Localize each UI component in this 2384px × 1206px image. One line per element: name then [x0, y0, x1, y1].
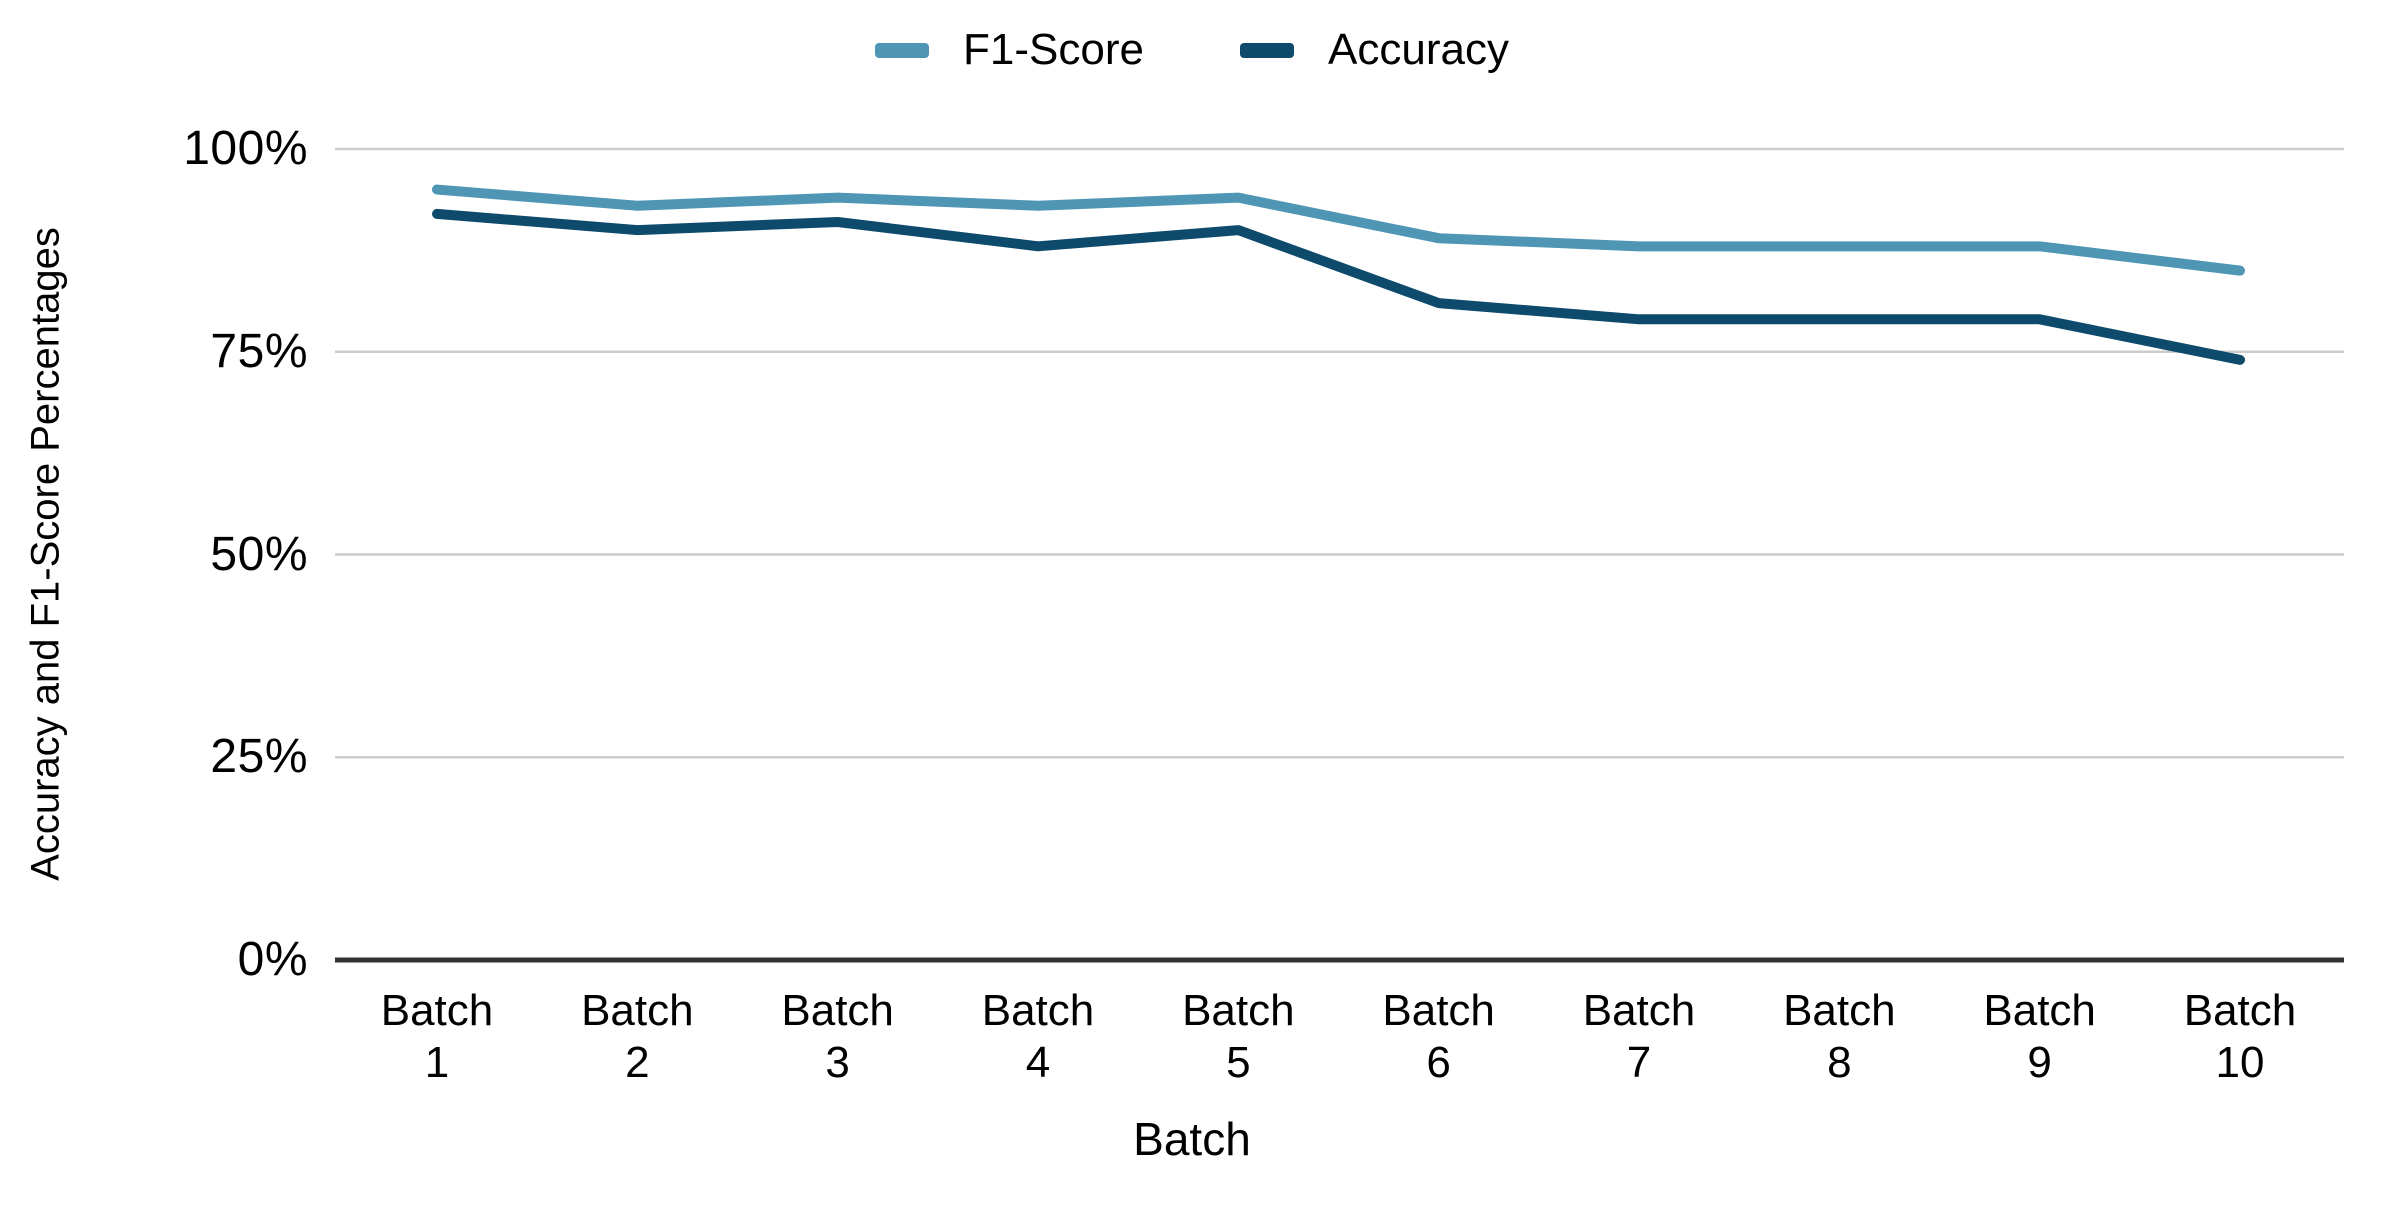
- x-tick-label-batch-7: Batch 7: [1582, 986, 1696, 1087]
- x-tick-label-batch-9: Batch 9: [1983, 986, 2096, 1087]
- chart-legend: F1-Score Accuracy: [0, 28, 2384, 72]
- accuracy-legend-swatch-icon: [1240, 42, 1294, 58]
- series-line-f1-score: [432, 184, 2245, 276]
- x-tick-label-batch-2: Batch 2: [581, 986, 694, 1087]
- x-tick-label-batch-4: Batch 4: [981, 986, 1095, 1087]
- x-tick-label-batch-10: Batch 10: [2183, 986, 2297, 1087]
- legend-label-f1-score: F1-Score: [963, 25, 1144, 74]
- f1-score-legend-swatch-icon: [875, 42, 930, 58]
- x-axis-title: Batch: [1133, 1113, 1251, 1165]
- x-tick-label-batch-3: Batch 3: [781, 986, 894, 1087]
- y-tick-label-0%: 0%: [237, 933, 308, 986]
- legend-item-f1-score: F1-Score: [875, 28, 1144, 72]
- y-tick-label-50%: 50%: [210, 527, 308, 581]
- y-tick-label-100%: 100%: [183, 122, 308, 175]
- x-tick-label-batch-1: Batch 1: [380, 986, 494, 1087]
- y-tick-label-75%: 75%: [210, 324, 308, 378]
- x-tick-label-batch-6: Batch 6: [1382, 986, 1495, 1087]
- legend-item-accuracy: Accuracy: [1240, 28, 1509, 72]
- y-tick-label-25%: 25%: [210, 730, 308, 784]
- x-tick-label-batch-8: Batch 8: [1783, 986, 1896, 1087]
- legend-label-accuracy: Accuracy: [1328, 25, 1509, 74]
- x-tick-label-batch-5: Batch 5: [1182, 986, 1295, 1087]
- series-line-accuracy: [432, 208, 2245, 365]
